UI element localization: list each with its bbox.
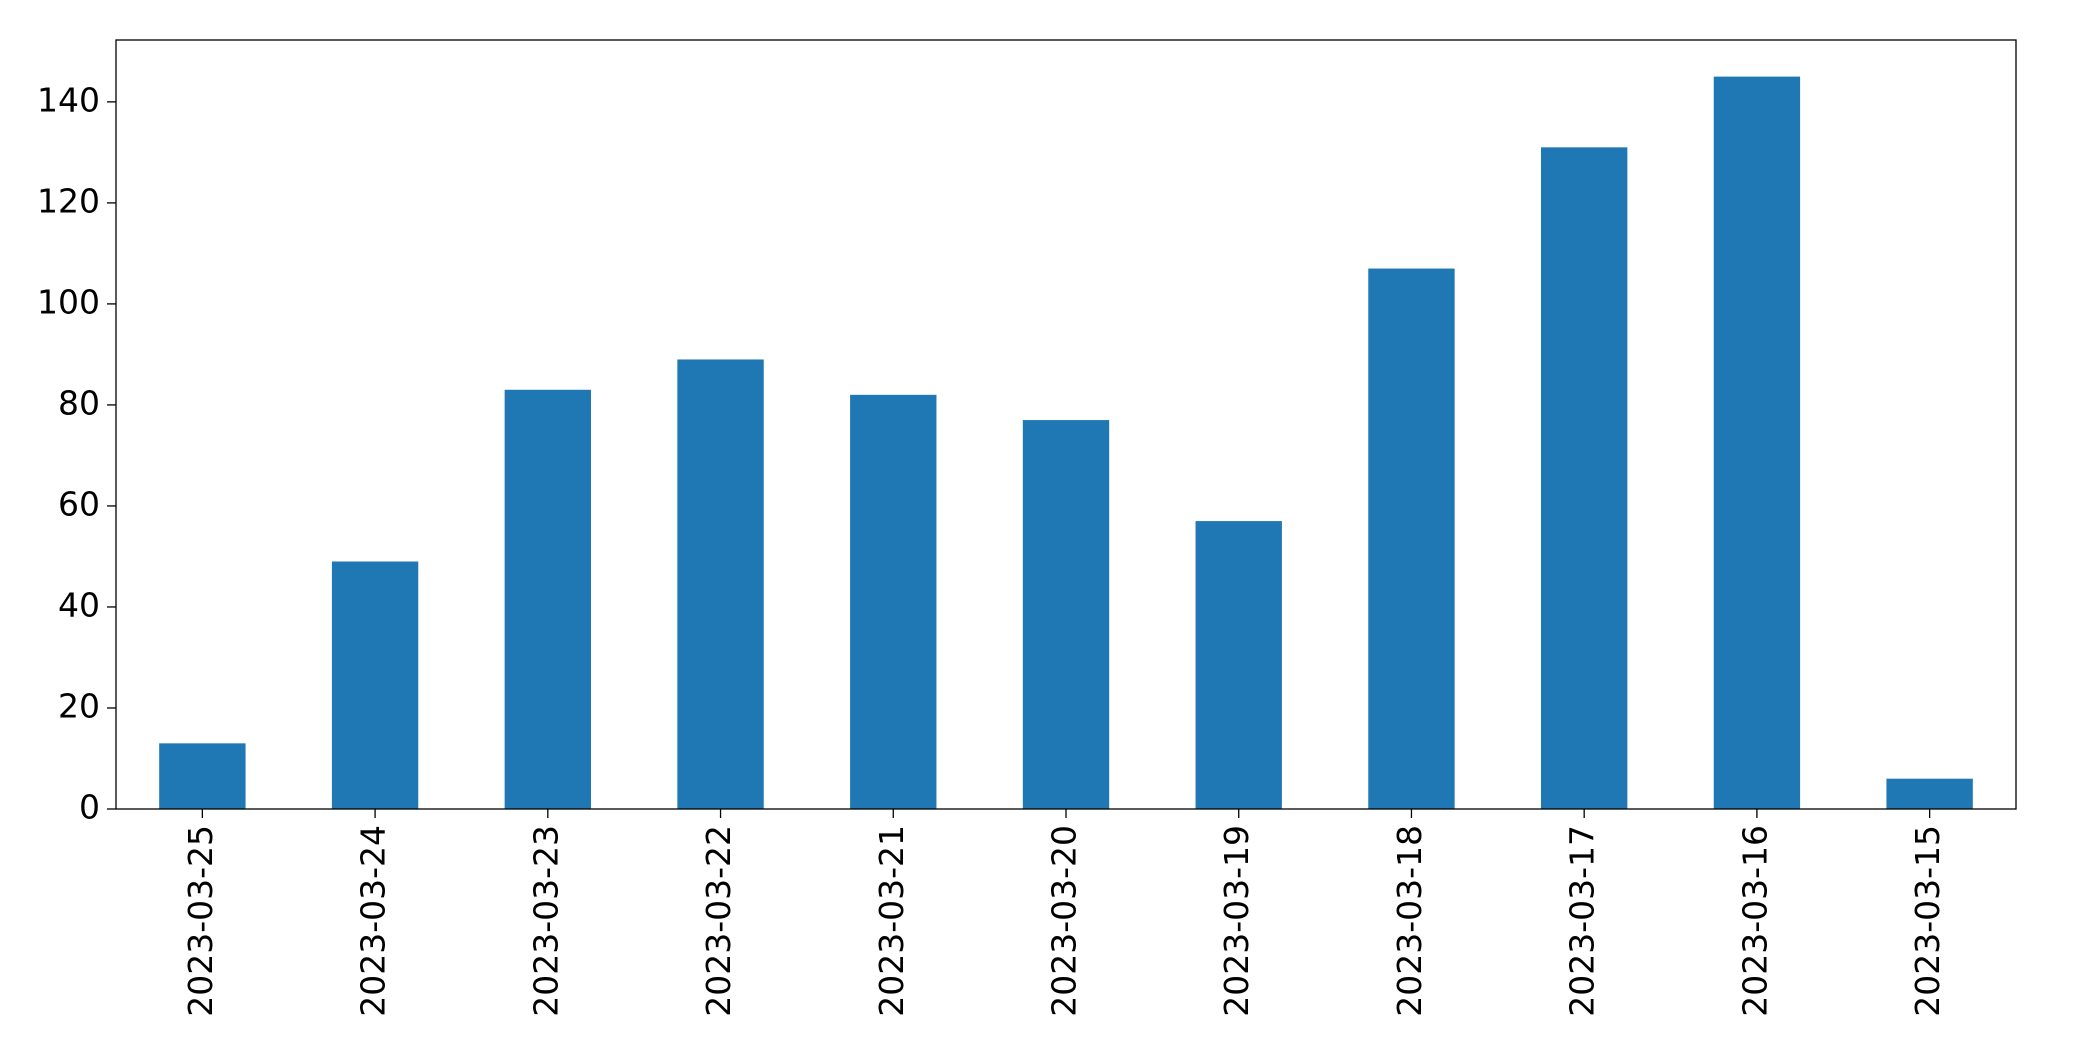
y-tick-label: 40 xyxy=(58,585,100,624)
bar xyxy=(1022,420,1110,809)
x-tick-label: 2023-03-16 xyxy=(1735,825,1774,1017)
x-tick-label: 2023-03-21 xyxy=(872,825,911,1017)
bar xyxy=(1195,521,1282,809)
bar xyxy=(331,561,419,809)
y-tick-label: 140 xyxy=(37,80,100,119)
bar xyxy=(1541,147,1628,810)
y-tick-label: 80 xyxy=(58,383,100,422)
bar xyxy=(850,394,937,809)
y-tick-label: 60 xyxy=(58,484,100,523)
y-tick-label: 20 xyxy=(58,686,100,725)
x-tick-label: 2023-03-23 xyxy=(526,825,565,1017)
x-tick-label: 2023-03-25 xyxy=(181,825,220,1017)
bar xyxy=(159,743,246,809)
y-tick-label: 100 xyxy=(37,282,100,321)
x-tick-label: 2023-03-19 xyxy=(1217,825,1256,1017)
plot-frame xyxy=(115,39,2017,810)
x-tick-label: 2023-03-20 xyxy=(1045,825,1084,1017)
bar xyxy=(1368,268,1455,810)
bar xyxy=(677,359,764,809)
bar xyxy=(1713,76,1801,810)
x-tick-label: 2023-03-15 xyxy=(1908,825,1947,1017)
x-tick-label: 2023-03-22 xyxy=(699,825,738,1017)
x-tick-label: 2023-03-24 xyxy=(354,825,393,1017)
y-tick-label: 0 xyxy=(79,788,100,827)
y-tick-label: 120 xyxy=(37,181,100,220)
x-tick-label: 2023-03-17 xyxy=(1563,825,1602,1017)
bar xyxy=(1886,778,1973,809)
bar xyxy=(504,389,591,809)
x-tick-label: 2023-03-18 xyxy=(1390,825,1429,1017)
